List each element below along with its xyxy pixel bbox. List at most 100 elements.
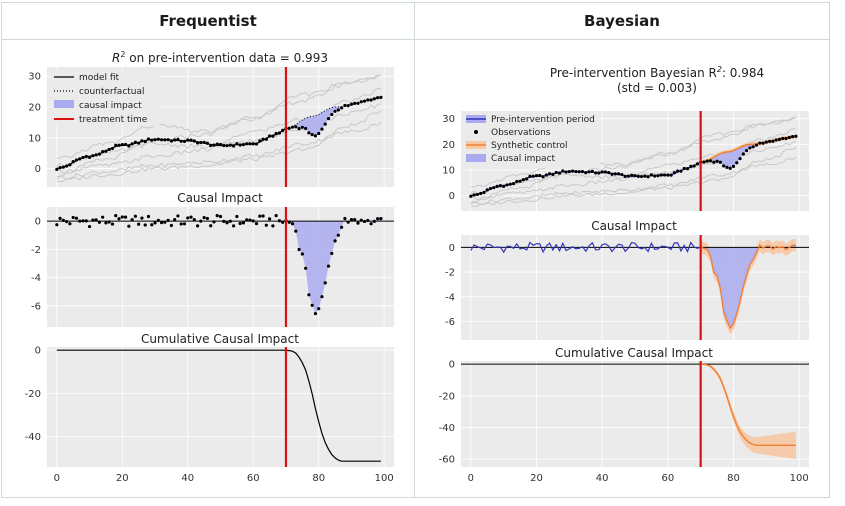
f_main-ytick-label: 20 [28, 103, 41, 114]
b-main-observation-point [735, 161, 739, 165]
b-main-observation-point [479, 191, 483, 196]
b-main-observation-point [682, 166, 686, 171]
f_cum-ytick-label: 0 [35, 346, 41, 357]
f-impact-point [245, 218, 249, 222]
b-main-observation-point [584, 171, 588, 175]
f-impact-point [130, 218, 134, 222]
f-main-observation-point [195, 141, 200, 145]
f-main-observation-point [353, 101, 357, 106]
f-main-observation-point [307, 131, 311, 135]
b_impact-axes: 0 -2 -4 -6 [445, 235, 809, 340]
f-cum-title: Cumulative Causal Impact [141, 332, 299, 346]
f-impact-point [179, 222, 183, 226]
f-impact-point [209, 224, 213, 228]
f_cum-xtick-label: 0 [54, 473, 60, 484]
f-legend-fit-label: model fit [79, 73, 120, 83]
results-table [1, 2, 830, 498]
b-main-observation-point [669, 173, 673, 177]
f-impact-point [336, 233, 340, 237]
b-main-observation-point [502, 184, 506, 188]
f-impact-point [143, 223, 147, 227]
b-main-observation-point [758, 141, 762, 145]
b-main-title: Pre-intervention Bayesian R2: 0.984 [550, 65, 764, 80]
f-main-observation-point [209, 143, 213, 148]
f-impact-area [286, 218, 381, 314]
b_cum-ytick-label: -60 [439, 455, 455, 466]
b-main-observation-point [656, 174, 660, 178]
b_cum-xtick-label: 100 [790, 473, 809, 484]
f-impact-point [297, 247, 301, 252]
f-main-observation-point [313, 134, 318, 138]
f-impact-point [376, 217, 380, 221]
f-main-observation-point [304, 126, 308, 131]
f-impact-point [290, 222, 295, 226]
f-main-observation-point [300, 125, 304, 129]
f-main-observation-point [366, 98, 370, 102]
f-main-observation-point [222, 143, 226, 148]
f-main-observation-point [235, 142, 239, 146]
b-impact-pre-line [470, 241, 701, 254]
f-main-observation-point [74, 158, 79, 162]
f-main-observation-point [110, 146, 115, 151]
f_main-ytick-label: 0 [35, 164, 41, 175]
f-main-observation-point [140, 139, 144, 143]
f-impact-point [81, 219, 85, 223]
f-impact-point [300, 252, 304, 256]
f-impact-point [287, 220, 291, 224]
f-main-observation-point [61, 165, 65, 169]
f_cum-xtick-label: 20 [116, 473, 129, 484]
f-main-observation-point [297, 126, 301, 131]
f-main-observation-point [254, 142, 259, 146]
f_impact-ytick-label: -4 [31, 273, 41, 284]
f-main-observation-point [159, 138, 164, 142]
f-main-observation-point [137, 141, 141, 145]
b-main-observation-point [738, 156, 742, 161]
f-main-observation-point [281, 128, 285, 132]
f-legend-treatment-label: treatment time [79, 115, 148, 125]
f-main-observation-point [55, 167, 59, 171]
f-impact-point [212, 220, 216, 224]
f-impact-point [156, 218, 160, 222]
f-main-observation-point [359, 100, 363, 104]
b_cum-xtick-label: 60 [661, 473, 674, 484]
f-impact-point [186, 216, 190, 220]
f-impact-point [166, 218, 170, 222]
f_cum-axes: 0 -20 -40 0 20 40 60 80 100 [25, 346, 394, 484]
f-impact-point [61, 218, 65, 222]
f-main-observation-point [186, 138, 190, 142]
b-main-observation-point [511, 182, 516, 186]
b-main-observation-point [777, 137, 782, 142]
f-impact-point [137, 222, 141, 226]
f-impact-point [349, 218, 354, 222]
f-main-observation-point [163, 138, 167, 142]
f-main-observation-point [369, 98, 373, 102]
b-main-observation-point [538, 173, 542, 178]
b_impact-ytick-label: -6 [445, 317, 455, 328]
b-main-observation-point [633, 173, 637, 178]
b-main-observation-point [528, 174, 532, 178]
f-main-observation-point [330, 112, 334, 117]
f_cum-xtick-label: 40 [181, 473, 194, 484]
f-main-observation-point [71, 159, 75, 164]
f-impact-point [231, 224, 236, 228]
f-main-observation-point [323, 122, 327, 126]
f-main-observation-point [150, 138, 154, 142]
b-main-observation-point [495, 184, 499, 188]
f-main-observation-point [156, 137, 160, 141]
f-main-control-series [56, 74, 381, 159]
b-main-observation-point [574, 170, 578, 174]
b-main-observation-point [587, 170, 591, 174]
f-impact-point [123, 215, 128, 219]
b-legend-synth-label: Synthetic control [491, 141, 568, 151]
f-impact-point [110, 222, 115, 226]
b-legend-pre-label: Pre-intervention period [491, 115, 595, 125]
f-main-observation-point [333, 109, 337, 113]
b-main-observation-point [745, 149, 749, 153]
b-legend-impact-label: Causal impact [491, 154, 556, 164]
b-main-observation-point [561, 169, 565, 173]
f-main-observation-point [379, 95, 383, 99]
frequentist-header: Frequentist [159, 12, 257, 30]
f-main-observation-point [189, 138, 193, 142]
f-main-observation-point [277, 131, 282, 135]
